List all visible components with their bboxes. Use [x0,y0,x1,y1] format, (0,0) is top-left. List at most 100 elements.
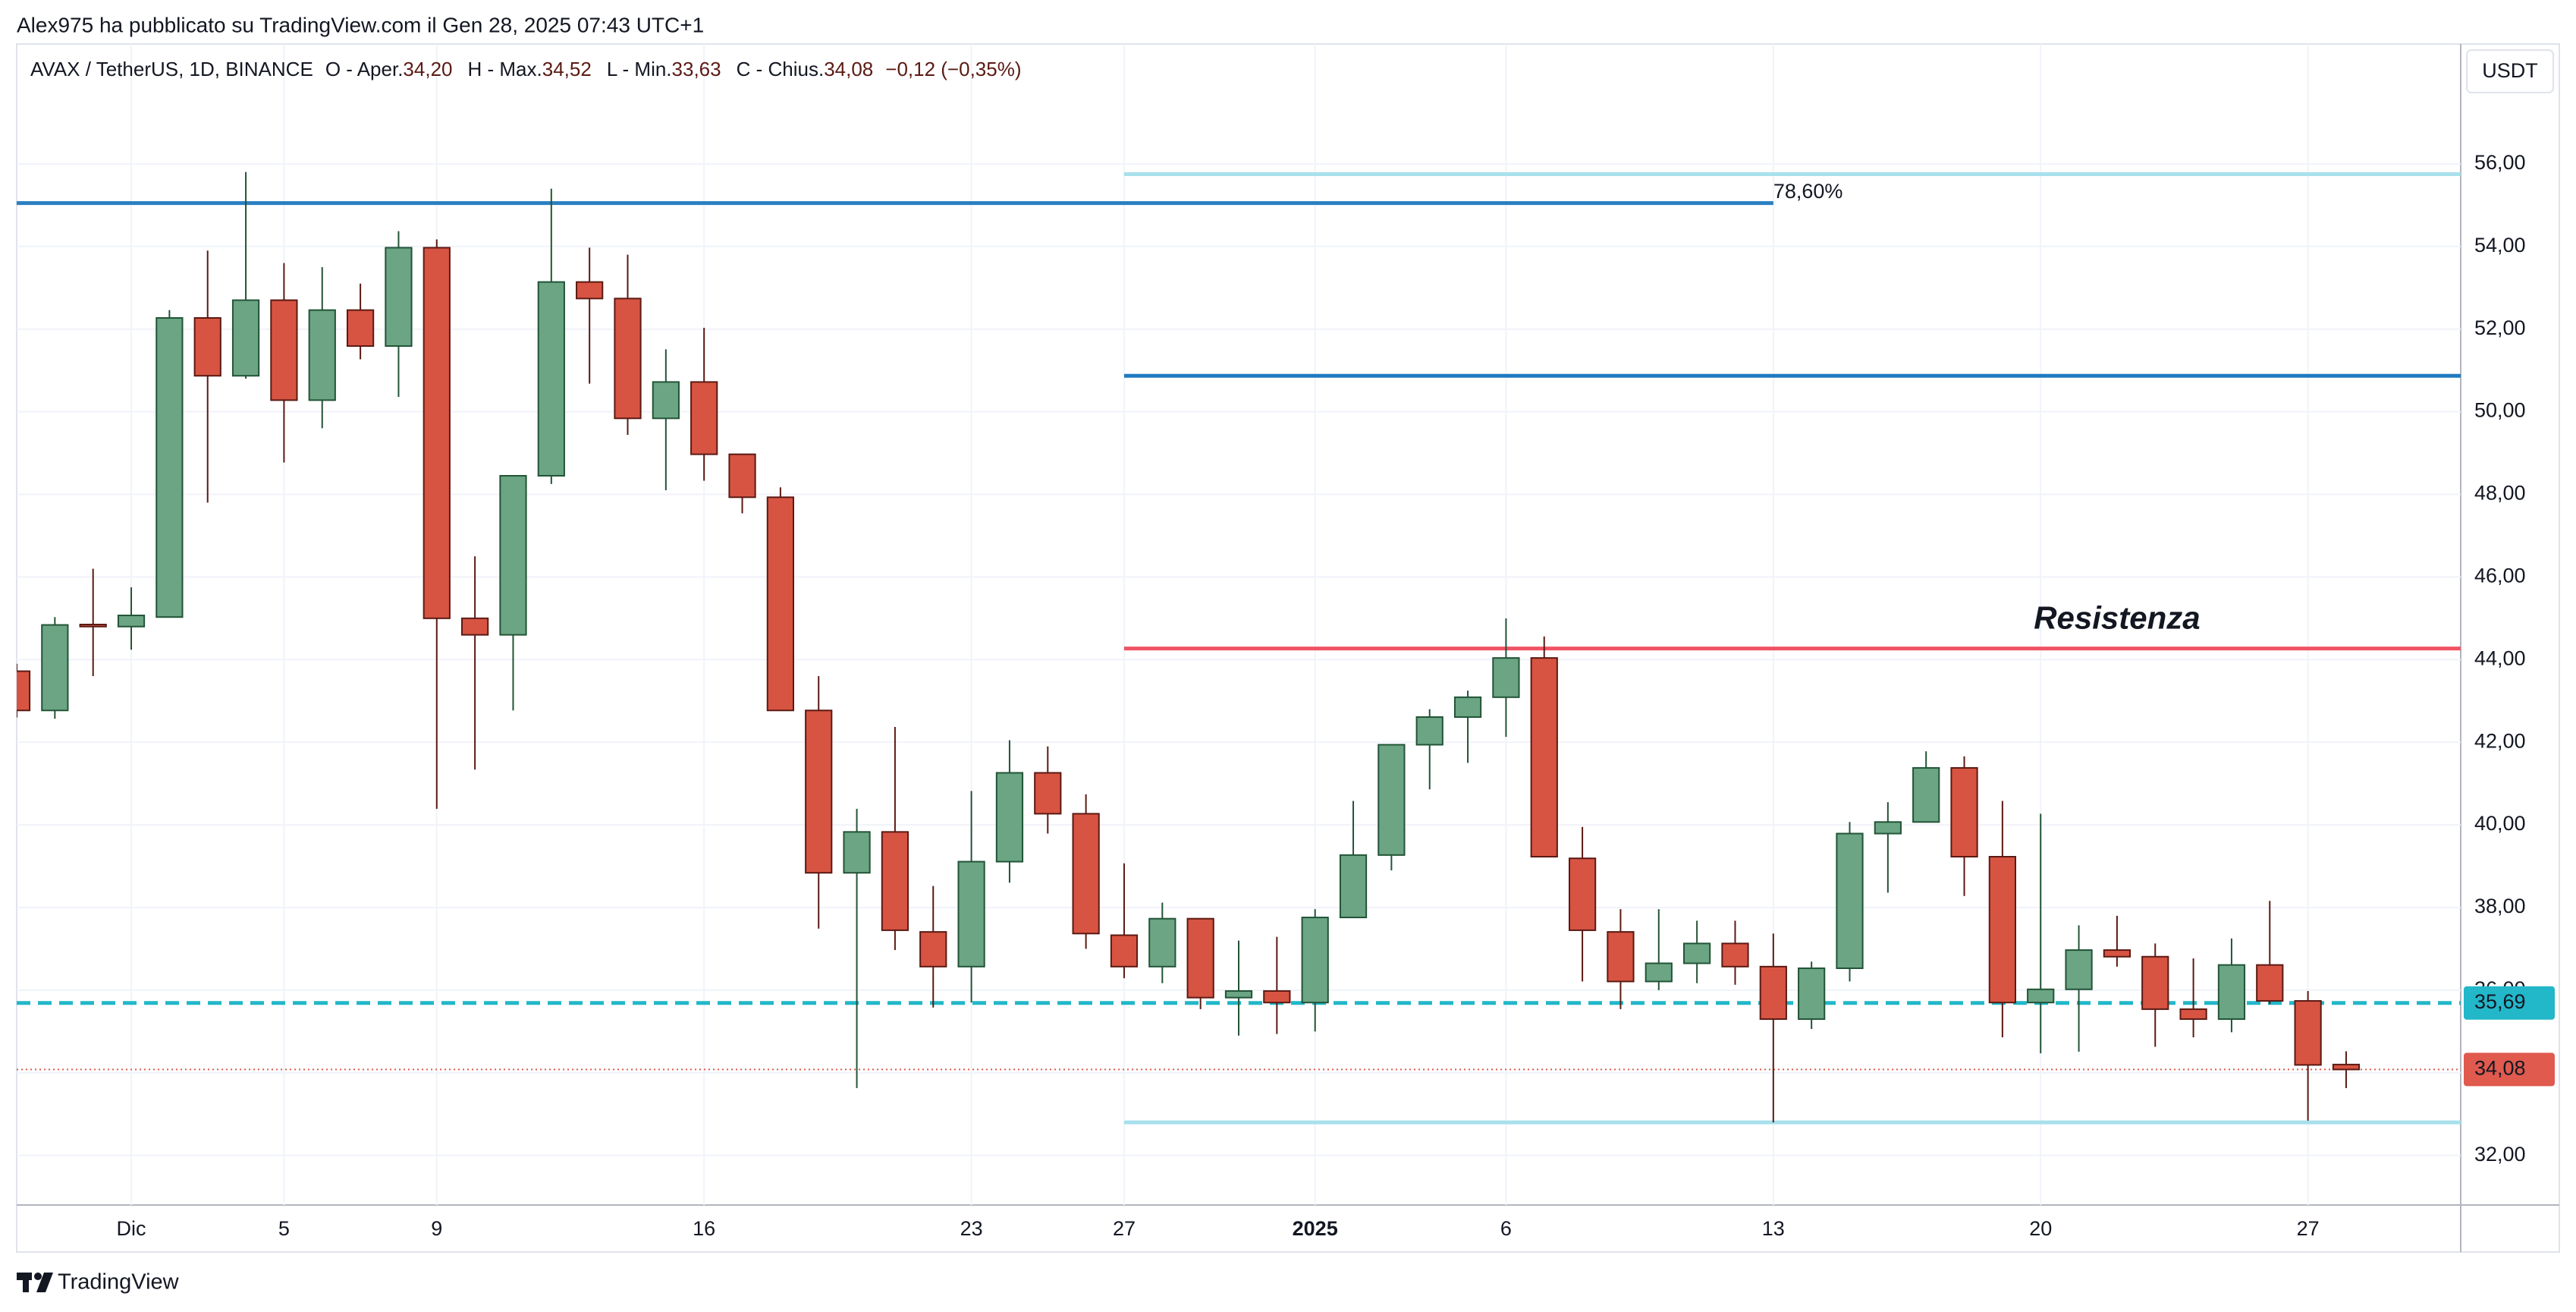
candle-body [1798,967,1826,1020]
candle-body [805,709,833,874]
candle-body [2141,955,2169,1010]
candle-body [2179,1008,2207,1020]
candle-body [1607,931,1635,983]
x-tick-label: 27 [2297,1217,2320,1240]
candle-body [1836,832,1864,970]
y-tick-label: 46,00 [2474,565,2526,587]
candle-body [1683,942,1711,964]
candle-body [1645,962,1673,983]
candle-body [1148,917,1176,967]
candle-body [2256,964,2284,1002]
candle-body [2294,1000,2322,1066]
candle-body [1874,821,1902,835]
x-tick-label: 13 [1762,1217,1785,1240]
symbol: AVAX / TetherUS, 1D, BINANCE [30,58,313,80]
candle-body [1988,856,2016,1004]
candle-body [728,453,756,499]
x-tick-label: 5 [278,1217,290,1240]
candle-body [1415,716,1444,746]
annotation: Resistenza [2034,600,2200,636]
legend-value: −0,12 (−0,35%) [885,58,1021,80]
x-tick-label: 6 [1500,1217,1512,1240]
candle-body [1110,934,1139,967]
candle-body [1912,766,1940,823]
candle-body [1568,857,1597,931]
candle-body [614,297,642,420]
y-tick-label: 50,00 [2474,399,2526,422]
candle-body [156,316,184,618]
legend-label: O - Aper. [325,58,404,80]
candle-body [881,831,909,931]
price-tag [2464,986,2555,1020]
candle-body [537,281,565,477]
candle-body [41,624,69,712]
currency-box[interactable] [2466,49,2554,93]
header-text: Alex975 ha pubblicato su TradingView.com… [17,13,704,36]
candle-body [17,670,31,712]
x-tick-label: 23 [960,1217,983,1240]
legend-value: 33,63 [672,58,721,80]
candle-body [1072,813,1100,935]
candle-body [1950,766,1978,857]
x-tick-label: 9 [431,1217,442,1240]
candle-body [766,496,794,712]
candle-body [1263,990,1291,1004]
ohlc-legend: AVAX / TetherUS, 1D, BINANCE O - Aper. 34,… [30,58,1022,80]
candle-body [1721,942,1749,967]
candle-body [117,615,146,628]
candle-body [499,474,527,636]
candle-body [308,309,336,401]
legend-value: 34,08 [824,58,873,80]
candle-body [995,772,1024,863]
candle-body [2065,949,2093,990]
candle-body [919,931,947,967]
legend-label: C - Chius. [737,58,825,80]
candle-body [2103,949,2131,958]
y-tick-label: 42,00 [2474,729,2526,752]
legend-value: 34,52 [542,58,592,80]
candle-body [1339,854,1368,919]
candle-body [2332,1063,2361,1071]
candle-body [1492,657,1520,698]
candle-body [652,381,680,420]
candle-body [79,624,107,628]
price-tag [2464,1052,2555,1087]
candle-body [1034,772,1062,815]
y-tick-label: 52,00 [2474,316,2526,339]
x-tick-label: 2025 [1293,1217,1338,1240]
candle-body [193,316,221,377]
legend-label: H - Max. [468,58,542,80]
annotation: 78,60% [1773,180,1843,203]
candle-body [1378,744,1406,856]
y-tick-label: 48,00 [2474,482,2526,505]
y-tick-label: 54,00 [2474,234,2526,256]
chart-frame [16,43,2560,1253]
candle-body [1759,965,1787,1020]
brand-name[interactable]: TradingView [58,1270,180,1295]
x-tick-label: 27 [1113,1217,1136,1240]
candle-body [957,861,985,967]
brand-logo[interactable] [17,1273,53,1292]
y-tick-label: 32,00 [2474,1143,2526,1166]
legend-label: L - Min. [607,58,672,80]
candle-body [423,247,451,619]
x-tick-label: 16 [693,1217,715,1240]
currency[interactable]: USDT [2482,59,2538,82]
y-tick-label: 38,00 [2474,895,2526,917]
x-tick-label: Dic [117,1217,146,1240]
x-tick-label: 20 [2029,1217,2052,1240]
candle-body [1301,917,1329,1004]
candle-body [385,247,413,348]
candle-body [576,281,604,300]
candle-body [2217,964,2246,1020]
candle-body [346,309,375,348]
candle-body [2027,988,2055,1004]
candle-body [231,299,260,377]
candle-body [1530,657,1558,857]
candle-body [270,299,298,401]
candle-body [461,617,489,636]
y-tick-label: 56,00 [2474,151,2526,174]
candle-body [1453,696,1482,718]
